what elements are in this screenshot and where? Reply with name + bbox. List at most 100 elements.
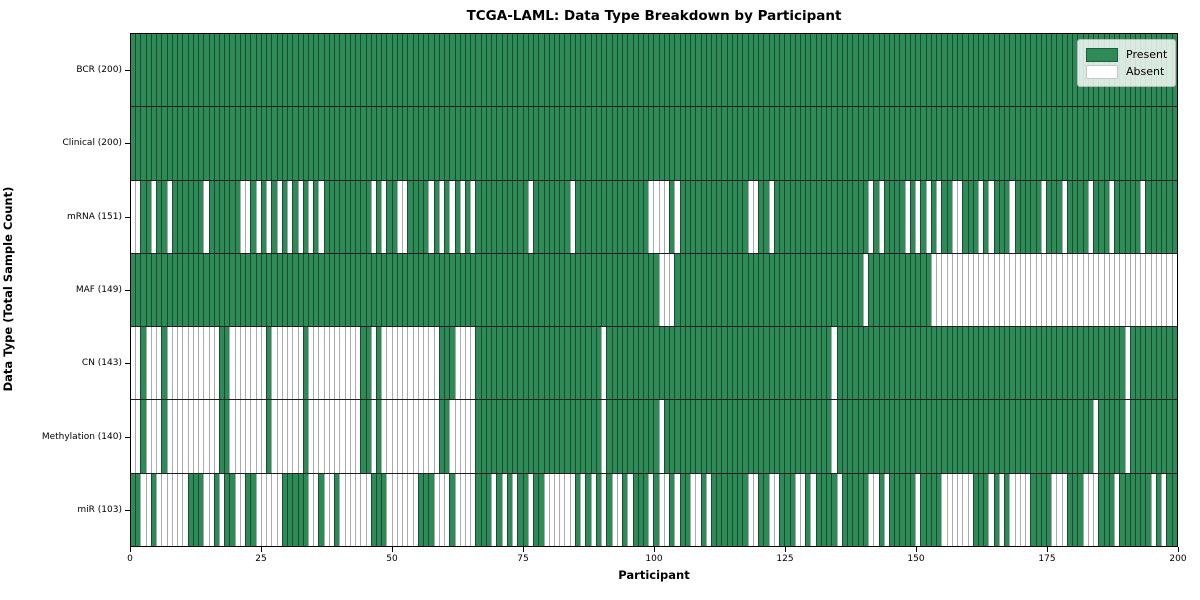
- heatmap-cell: [1030, 107, 1036, 180]
- heatmap-cell: [271, 34, 277, 107]
- heatmap-cell: [936, 107, 942, 180]
- heatmap-cell: [836, 180, 842, 253]
- heatmap-cell: [1030, 253, 1036, 327]
- heatmap-cell: [904, 180, 910, 253]
- heatmap-cell: [616, 473, 623, 546]
- heatmap-cell: [800, 400, 806, 473]
- heatmap-cell: [328, 253, 335, 327]
- heatmap-cell: [768, 327, 774, 400]
- heatmap-cell: [878, 107, 884, 180]
- heatmap-cell: [131, 473, 136, 546]
- heatmap-cell: [747, 107, 753, 180]
- heatmap-cell: [862, 107, 869, 180]
- heatmap-cell: [177, 473, 183, 546]
- heatmap-cell: [1077, 107, 1083, 180]
- heatmap-cell: [925, 34, 931, 107]
- heatmap-cell: [752, 180, 759, 253]
- heatmap-cell: [438, 107, 445, 180]
- heatmap-cell: [847, 473, 853, 546]
- heatmap-cell: [700, 34, 706, 107]
- heatmap-cell: [663, 473, 670, 546]
- heatmap-cell: [491, 107, 497, 180]
- heatmap-cell: [590, 327, 596, 400]
- heatmap-cell: [841, 327, 848, 400]
- legend-swatch-absent-icon: [1086, 64, 1118, 79]
- heatmap-cell: [381, 400, 387, 473]
- heatmap-cell: [998, 327, 1005, 400]
- heatmap-cell: [972, 107, 978, 180]
- x-tick-mark: [130, 547, 131, 552]
- heatmap-cell: [391, 180, 397, 253]
- heatmap-cell: [229, 473, 235, 546]
- heatmap-cell: [407, 180, 413, 253]
- heatmap-cell: [648, 180, 654, 253]
- heatmap-cell: [192, 180, 199, 253]
- heatmap-cell: [957, 253, 963, 327]
- heatmap-cell: [857, 473, 863, 546]
- heatmap-cell: [632, 327, 638, 400]
- heatmap-cell: [527, 473, 534, 546]
- heatmap-cell: [768, 253, 774, 327]
- heatmap-cell: [224, 180, 230, 253]
- heatmap-cell: [491, 400, 497, 473]
- heatmap-cell: [360, 400, 366, 473]
- heatmap-cell: [920, 327, 926, 400]
- heatmap-cell: [1103, 253, 1109, 327]
- x-tick-label: 75: [517, 554, 529, 564]
- heatmap-cell: [512, 34, 518, 107]
- heatmap-cell: [1108, 473, 1115, 546]
- heatmap-cell: [1155, 180, 1162, 253]
- heatmap-cell: [198, 400, 204, 473]
- heatmap-cell: [1145, 253, 1151, 327]
- heatmap-cell: [444, 34, 450, 107]
- heatmap-cell: [622, 34, 628, 107]
- heatmap-cell: [433, 180, 439, 253]
- heatmap-cell: [580, 180, 586, 253]
- heatmap-cell: [658, 34, 664, 107]
- heatmap-cell: [779, 180, 785, 253]
- heatmap-cell: [820, 327, 827, 400]
- x-tick-mark: [523, 547, 524, 552]
- heatmap-cell: [642, 107, 649, 180]
- heatmap-cell: [988, 253, 994, 327]
- heatmap-cell: [553, 107, 560, 180]
- heatmap-cell: [1108, 180, 1115, 253]
- heatmap-cell: [548, 400, 554, 473]
- heatmap-cell: [878, 253, 884, 327]
- heatmap-cell: [449, 400, 455, 473]
- heatmap-cell: [1035, 34, 1041, 107]
- heatmap-cell: [653, 327, 659, 400]
- heatmap-cell: [360, 473, 366, 546]
- heatmap-cell: [423, 107, 429, 180]
- heatmap-cell: [805, 34, 811, 107]
- heatmap-row: [131, 106, 1177, 180]
- heatmap-cell: [543, 180, 549, 253]
- heatmap-cell: [140, 327, 146, 400]
- heatmap-cell: [852, 400, 858, 473]
- heatmap-cell: [993, 327, 999, 400]
- heatmap-cell: [847, 34, 853, 107]
- heatmap-cell: [888, 107, 895, 180]
- heatmap-cell: [396, 400, 403, 473]
- heatmap-cell: [836, 107, 842, 180]
- heatmap-cell: [679, 400, 685, 473]
- heatmap-cell: [705, 253, 712, 327]
- heatmap-cell: [224, 400, 230, 473]
- heatmap-cell: [480, 473, 486, 546]
- heatmap-cell: [156, 34, 162, 107]
- heatmap-cell: [161, 473, 167, 546]
- heatmap-cell: [779, 253, 785, 327]
- heatmap-cell: [590, 180, 596, 253]
- heatmap-cell: [386, 34, 392, 107]
- heatmap-cell: [1061, 34, 1067, 107]
- heatmap-cell: [218, 253, 225, 327]
- heatmap-cell: [522, 327, 528, 400]
- heatmap-cell: [224, 34, 230, 107]
- heatmap-cell: [135, 34, 141, 107]
- heatmap-cell: [716, 34, 722, 107]
- heatmap-cell: [972, 327, 978, 400]
- heatmap-cell: [957, 473, 963, 546]
- heatmap-cell: [360, 253, 366, 327]
- heatmap-cell: [1150, 327, 1156, 400]
- heatmap-cell: [1103, 180, 1109, 253]
